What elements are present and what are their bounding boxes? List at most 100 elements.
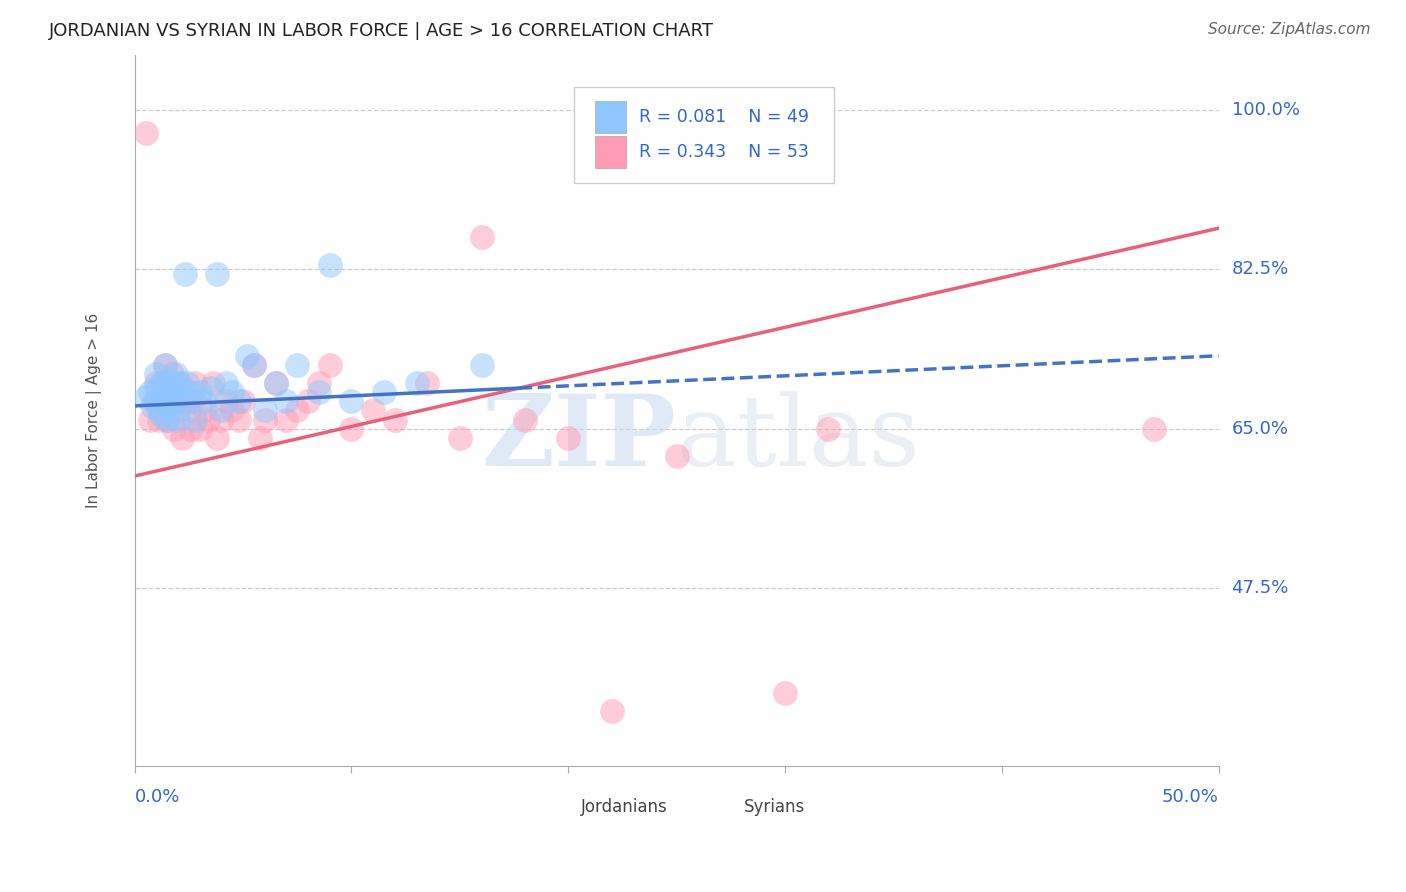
- Point: [173, 267, 195, 281]
- Point: [157, 385, 180, 400]
- Point: [319, 358, 342, 372]
- Point: [297, 394, 319, 409]
- Point: [157, 394, 180, 409]
- Point: [149, 376, 172, 390]
- Point: [449, 431, 471, 445]
- Point: [197, 412, 219, 426]
- Point: [165, 367, 187, 381]
- Point: [285, 403, 308, 417]
- Point: [215, 376, 238, 390]
- Point: [188, 422, 211, 436]
- Point: [148, 403, 170, 417]
- Point: [143, 394, 166, 409]
- Point: [167, 376, 190, 390]
- Point: [470, 358, 492, 372]
- Text: 0.0%: 0.0%: [135, 789, 180, 806]
- Point: [221, 385, 243, 400]
- Point: [163, 394, 186, 409]
- Point: [153, 358, 176, 372]
- Point: [215, 394, 238, 409]
- Point: [184, 412, 207, 426]
- Point: [177, 394, 200, 409]
- Point: [201, 376, 224, 390]
- Point: [169, 381, 191, 395]
- FancyBboxPatch shape: [595, 136, 626, 168]
- Point: [193, 394, 215, 409]
- Point: [153, 385, 176, 400]
- Text: 100.0%: 100.0%: [1232, 101, 1299, 119]
- Point: [665, 449, 688, 463]
- Point: [228, 394, 250, 409]
- Point: [135, 126, 157, 140]
- Text: Jordanians: Jordanians: [581, 798, 668, 816]
- Text: 65.0%: 65.0%: [1232, 419, 1288, 438]
- Point: [177, 403, 200, 417]
- Point: [163, 376, 186, 390]
- Point: [139, 385, 162, 400]
- Point: [145, 381, 167, 395]
- Point: [165, 394, 187, 409]
- Point: [152, 376, 174, 390]
- Point: [141, 399, 163, 413]
- Point: [253, 412, 276, 426]
- Text: 50.0%: 50.0%: [1161, 789, 1219, 806]
- Point: [1142, 422, 1164, 436]
- Point: [513, 412, 536, 426]
- Point: [232, 394, 254, 409]
- Point: [200, 381, 222, 395]
- Point: [773, 686, 796, 700]
- Point: [340, 422, 363, 436]
- Point: [557, 431, 579, 445]
- Point: [308, 376, 330, 390]
- FancyBboxPatch shape: [574, 87, 834, 183]
- Point: [153, 358, 176, 372]
- FancyBboxPatch shape: [595, 101, 626, 133]
- FancyBboxPatch shape: [547, 797, 571, 817]
- Point: [135, 390, 157, 404]
- Point: [172, 431, 194, 445]
- Point: [228, 412, 250, 426]
- Text: Source: ZipAtlas.com: Source: ZipAtlas.com: [1208, 22, 1371, 37]
- Point: [209, 403, 232, 417]
- Text: 82.5%: 82.5%: [1232, 260, 1289, 278]
- Point: [173, 394, 195, 409]
- Text: R = 0.343    N = 53: R = 0.343 N = 53: [638, 144, 808, 161]
- Point: [319, 258, 342, 272]
- Text: atlas: atlas: [676, 391, 920, 487]
- Point: [361, 403, 384, 417]
- Point: [184, 376, 207, 390]
- Point: [176, 376, 198, 390]
- Point: [188, 385, 211, 400]
- Point: [249, 431, 271, 445]
- Point: [285, 358, 308, 372]
- Point: [373, 385, 395, 400]
- Point: [264, 376, 287, 390]
- Text: ZIP: ZIP: [482, 391, 676, 487]
- Point: [157, 394, 180, 409]
- Point: [193, 403, 215, 417]
- Point: [276, 412, 298, 426]
- Point: [276, 394, 298, 409]
- Point: [145, 394, 167, 409]
- Point: [205, 431, 228, 445]
- Point: [253, 403, 276, 417]
- Point: [167, 412, 190, 426]
- Point: [416, 376, 439, 390]
- Point: [156, 376, 179, 390]
- Point: [145, 367, 167, 381]
- Point: [167, 403, 190, 417]
- Text: JORDANIAN VS SYRIAN IN LABOR FORCE | AGE > 16 CORRELATION CHART: JORDANIAN VS SYRIAN IN LABOR FORCE | AGE…: [49, 22, 714, 40]
- FancyBboxPatch shape: [709, 797, 733, 817]
- Point: [139, 412, 162, 426]
- Point: [405, 376, 427, 390]
- Point: [160, 367, 183, 381]
- Point: [160, 408, 183, 422]
- Point: [152, 394, 174, 409]
- Point: [470, 230, 492, 244]
- Point: [243, 358, 266, 372]
- Point: [384, 412, 406, 426]
- Point: [149, 408, 172, 422]
- Point: [180, 422, 202, 436]
- Text: 47.5%: 47.5%: [1232, 579, 1289, 597]
- Point: [169, 376, 191, 390]
